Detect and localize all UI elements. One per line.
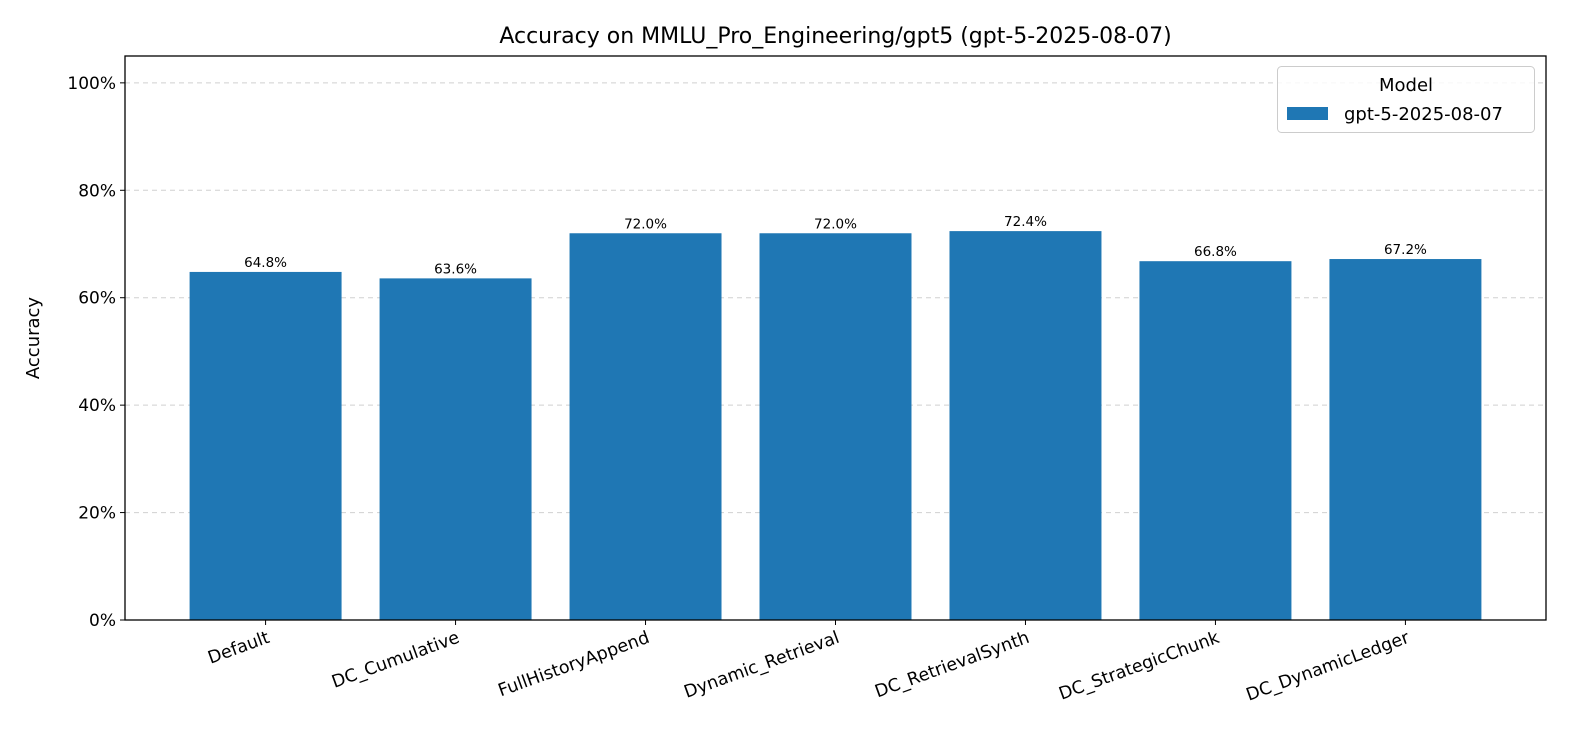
- y-tick-label: 0%: [89, 611, 116, 631]
- bar: [949, 231, 1102, 620]
- y-tick-label: 80%: [78, 181, 116, 201]
- x-tick-label: DC_Cumulative: [329, 628, 462, 693]
- data-labels: 64.8% 63.6% 72.0% 72.0% 72.4% 66.8% 67.2%: [244, 214, 1427, 277]
- x-tick-label: DC_DynamicLedger: [1244, 628, 1413, 706]
- x-tick-label: Dynamic_Retrieval: [682, 628, 843, 703]
- data-label: 67.2%: [1384, 242, 1427, 258]
- legend-box: [1277, 66, 1535, 133]
- data-label: 72.0%: [814, 216, 857, 232]
- data-label: 66.8%: [1194, 244, 1237, 260]
- plot-frame: [124, 55, 1547, 621]
- chart-title: Accuracy on MMLU_Pro_Engineering/gpt5 (g…: [499, 24, 1171, 49]
- x-tick-label: DC_RetrievalSynth: [872, 628, 1032, 702]
- data-label: 72.0%: [624, 216, 667, 232]
- bars: [189, 231, 1482, 620]
- y-tick-label: 20%: [78, 504, 116, 524]
- bar: [1329, 259, 1482, 620]
- legend: Model gpt-5-2025-08-07: [1277, 66, 1535, 133]
- legend-entry: gpt-5-2025-08-07: [1344, 104, 1503, 125]
- x-tick-label: Default: [205, 628, 272, 669]
- x-axis: Default DC_Cumulative FullHistoryAppend Dyn…: [205, 620, 1413, 706]
- y-tick-label: 100%: [67, 74, 116, 94]
- data-label: 72.4%: [1004, 214, 1047, 230]
- legend-title: Model: [1379, 75, 1433, 96]
- bar: [189, 271, 342, 620]
- data-label: 63.6%: [434, 261, 477, 277]
- y-tick-label: 60%: [78, 289, 116, 309]
- legend-swatch: [1287, 107, 1328, 120]
- y-axis: 0% 20% 40% 60% 80% 100%: [67, 74, 125, 631]
- bar: [1139, 261, 1292, 620]
- data-label: 64.8%: [244, 255, 287, 271]
- bar: [379, 278, 532, 620]
- x-tick-label: FullHistoryAppend: [496, 628, 653, 701]
- bar: [569, 233, 722, 620]
- bar: [759, 233, 912, 620]
- y-axis-label: Accuracy: [23, 297, 44, 380]
- x-tick-label: DC_StrategicChunk: [1056, 628, 1223, 705]
- y-tick-label: 40%: [78, 396, 116, 416]
